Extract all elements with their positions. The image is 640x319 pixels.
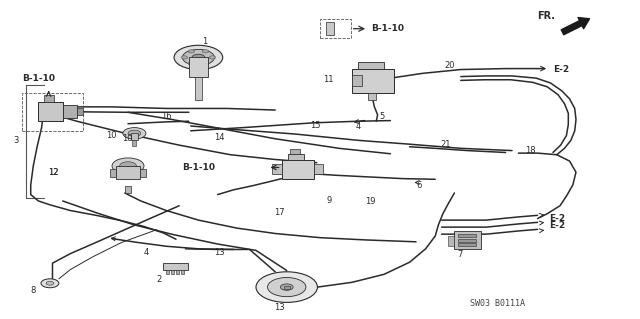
Bar [63,105,77,118]
Bar [22,93,83,131]
Text: 8: 8 [31,286,36,295]
Circle shape [181,56,188,59]
Text: 17: 17 [274,208,285,217]
Text: B-1-10: B-1-10 [371,24,404,33]
Text: SW03 B0111A: SW03 B0111A [470,299,525,308]
Circle shape [123,128,146,139]
Text: 3: 3 [13,136,18,145]
Bar [314,164,323,174]
Bar [195,77,202,100]
Text: 4: 4 [144,248,149,257]
Bar [110,169,116,177]
Bar [132,140,136,146]
Bar [368,93,376,100]
Bar [181,270,184,274]
Text: 12: 12 [48,168,58,177]
Text: 21: 21 [440,140,451,149]
Text: FR.: FR. [538,11,556,21]
Circle shape [256,272,317,302]
Text: 14: 14 [214,133,225,142]
Text: 5: 5 [380,112,385,121]
Text: E-2: E-2 [554,65,570,74]
FancyArrowPatch shape [561,18,589,35]
Text: 4: 4 [355,122,360,130]
Circle shape [268,278,306,297]
Bar [163,263,188,270]
Bar [454,231,481,249]
Text: 13: 13 [214,248,225,256]
Text: 18: 18 [525,146,536,155]
Circle shape [188,62,195,65]
Circle shape [174,45,223,70]
Bar [288,154,304,160]
Bar [290,149,300,154]
Text: 13: 13 [274,303,284,312]
Text: 12: 12 [48,168,58,177]
Text: 2: 2 [157,275,162,284]
Bar [166,270,169,274]
Text: E-2: E-2 [549,221,565,230]
Bar [77,108,83,115]
Text: 10: 10 [122,134,132,143]
Bar [458,243,476,246]
Text: 10: 10 [106,131,116,140]
Text: 1: 1 [202,37,207,46]
Bar [320,19,351,38]
Bar [131,133,138,140]
Text: 7: 7 [458,250,463,259]
Text: 20: 20 [445,61,455,70]
Text: 11: 11 [323,75,333,84]
Bar [116,166,140,179]
Text: 9: 9 [326,196,332,205]
Bar [44,95,54,102]
Circle shape [41,279,59,288]
Text: 15: 15 [310,121,321,130]
Circle shape [280,284,293,290]
Bar [140,169,146,177]
Circle shape [209,56,216,59]
Bar [171,270,174,274]
Bar [448,236,454,246]
Text: E-2: E-2 [549,214,565,223]
Bar [458,234,476,237]
Circle shape [112,158,144,174]
Bar [358,62,384,69]
Bar [125,186,131,193]
Circle shape [128,130,141,137]
Circle shape [192,54,205,61]
Circle shape [182,49,214,65]
Bar [326,22,334,35]
Circle shape [202,50,209,53]
Text: B-1-10: B-1-10 [182,163,216,172]
Bar [189,57,208,77]
Text: 6: 6 [416,181,421,189]
Text: 19: 19 [365,197,375,206]
Circle shape [46,281,54,285]
Bar [38,102,63,121]
Circle shape [202,62,209,65]
Bar [176,270,179,274]
Text: B-1-10: B-1-10 [22,74,56,83]
Bar [282,160,314,179]
Bar [272,164,282,174]
Circle shape [188,50,195,53]
Bar [352,69,394,93]
Circle shape [120,162,136,170]
Bar [284,286,290,289]
Text: 16: 16 [161,112,172,121]
Bar [352,75,362,86]
Bar [458,239,476,242]
